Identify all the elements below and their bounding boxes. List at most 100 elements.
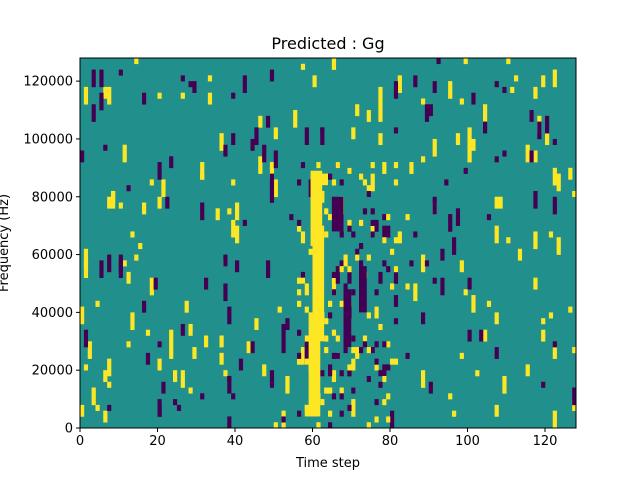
heatmap-cell <box>273 185 278 192</box>
heatmap-cell <box>494 231 499 238</box>
heatmap-cell <box>409 162 414 169</box>
heatmap-cell <box>568 306 573 313</box>
heatmap-cell <box>370 185 375 192</box>
heatmap-cell <box>343 254 348 261</box>
heatmap-cell <box>149 289 154 296</box>
heatmap-cell <box>188 387 193 394</box>
heatmap-cell <box>331 370 337 377</box>
heatmap-cell <box>145 329 151 336</box>
heatmap-cell <box>533 202 538 209</box>
heatmap-cell <box>390 248 395 255</box>
heatmap-cell <box>339 266 344 273</box>
heatmap-cell <box>142 92 147 99</box>
heatmap-cell <box>359 243 364 250</box>
heatmap-cell <box>83 335 89 342</box>
heatmap-cell <box>413 289 418 296</box>
heatmap-cell <box>525 364 530 371</box>
heatmap-cell <box>370 347 375 354</box>
heatmap-cell <box>343 283 348 290</box>
heatmap-cell <box>161 381 166 388</box>
heatmap-cell <box>223 289 228 296</box>
heatmap-cell <box>103 92 108 99</box>
heatmap-cell <box>510 86 515 93</box>
heatmap-cell <box>223 370 228 377</box>
heatmap-cell <box>514 75 519 82</box>
heatmap-cell <box>533 86 538 93</box>
heatmap-cell <box>328 214 333 221</box>
heatmap-cell <box>200 162 205 169</box>
heatmap-cell <box>331 63 337 70</box>
heatmap-cell <box>409 260 414 267</box>
heatmap-cell <box>421 370 426 377</box>
heatmap-cell <box>118 271 123 278</box>
heatmap-cell <box>335 335 340 342</box>
heatmap-cell <box>204 277 209 284</box>
heatmap-cell <box>440 254 445 261</box>
heatmap-cell <box>269 185 275 192</box>
heatmap-cell <box>242 81 247 88</box>
heatmap-cell <box>347 167 352 174</box>
heatmap-cell <box>262 144 267 151</box>
heatmap-cell <box>242 219 247 226</box>
heatmap-cell <box>331 271 337 278</box>
heatmap-cell <box>250 347 255 354</box>
heatmap-cell <box>440 283 445 290</box>
heatmap-cell <box>107 358 112 365</box>
heatmap-cell <box>533 243 538 250</box>
heatmap-cell <box>235 208 240 215</box>
heatmap-cell <box>552 347 557 354</box>
heatmap-cell <box>471 300 476 307</box>
heatmap-cell <box>80 306 85 313</box>
x-tick-label: 40 <box>227 434 244 449</box>
heatmap-cell <box>483 121 488 128</box>
heatmap-cell <box>362 208 368 215</box>
heatmap-cell <box>339 393 344 400</box>
heatmap-cell <box>126 341 131 348</box>
heatmap-cell <box>467 150 472 157</box>
heatmap-cell <box>548 231 554 238</box>
heatmap-cell <box>537 127 542 134</box>
heatmap-cell <box>266 271 271 278</box>
heatmap-cell <box>165 196 170 203</box>
heatmap-cell <box>366 312 371 319</box>
heatmap-band <box>304 404 317 417</box>
heatmap-cell <box>331 329 337 336</box>
heatmap-cell <box>483 110 488 117</box>
heatmap-cell <box>533 196 538 203</box>
heatmap-cell <box>424 104 430 111</box>
heatmap-cell <box>122 150 127 157</box>
heatmap-cell <box>494 410 499 417</box>
heatmap-cell <box>219 133 224 140</box>
heatmap-cell <box>83 86 89 93</box>
heatmap-cell <box>258 156 263 163</box>
heatmap-cell <box>312 81 317 88</box>
heatmap-cell <box>269 370 275 377</box>
heatmap-cell <box>424 115 430 122</box>
y-tick-label: 120000 <box>23 75 73 90</box>
heatmap-cell <box>99 104 104 111</box>
heatmap-cell <box>382 370 387 377</box>
heatmap-cell <box>180 92 185 99</box>
heatmap-cell <box>281 329 286 336</box>
heatmap-cell <box>320 399 325 406</box>
heatmap-cell <box>494 196 499 203</box>
heatmap-cell <box>556 248 561 255</box>
heatmap-cell <box>188 329 193 336</box>
heatmap-cell <box>161 185 166 192</box>
heatmap-cell <box>184 300 189 307</box>
heatmap-cell <box>362 341 368 348</box>
heatmap-cell <box>502 375 507 383</box>
heatmap-cell <box>374 416 379 423</box>
heatmap-cell <box>351 231 356 238</box>
heatmap-cell <box>223 260 228 267</box>
heatmap-cell <box>568 173 573 180</box>
heatmap-cell <box>502 150 507 157</box>
heatmap-cell <box>362 335 368 342</box>
heatmap-cell <box>545 127 550 134</box>
heatmap-cell <box>269 167 275 174</box>
heatmap-cell <box>180 375 185 383</box>
heatmap-cell <box>351 133 356 140</box>
heatmap-cell <box>118 266 123 273</box>
heatmap-cell <box>552 81 557 88</box>
heatmap-cell <box>285 381 290 388</box>
